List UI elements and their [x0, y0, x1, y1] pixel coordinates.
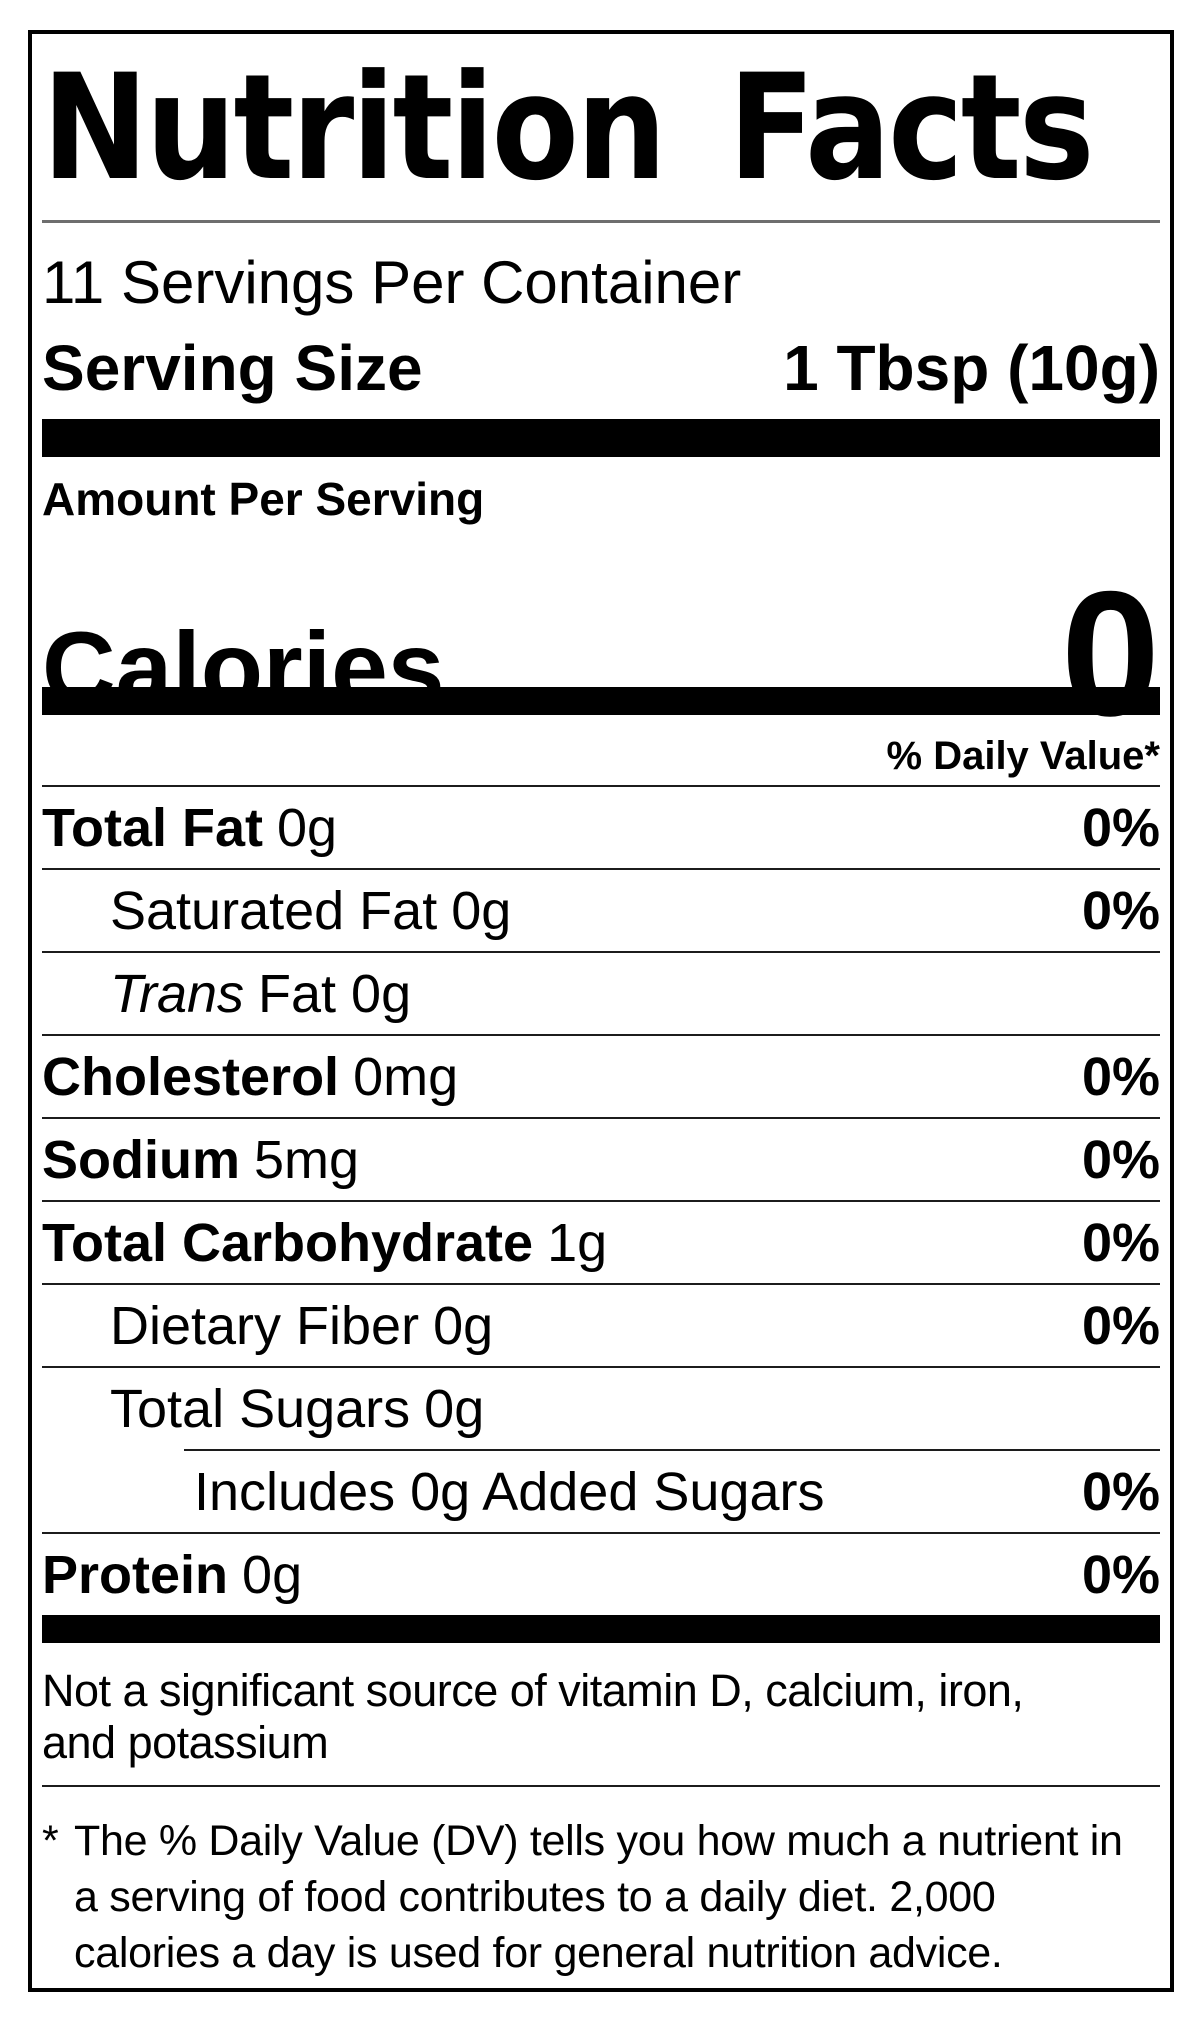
nutrient-row: Cholesterol 0mg 0% [42, 1034, 1160, 1117]
nutrient-row: Protein 0g 0% [42, 1532, 1160, 1615]
nutrient-name: Total Fat [42, 797, 263, 858]
nutrient-amount: 0g [451, 880, 512, 941]
nutrient-amount: Fat 0g [258, 963, 412, 1024]
nutrient-row: Total Sugars 0g [42, 1366, 1160, 1449]
calories-row: Calories 0 [42, 525, 1160, 743]
footnote-text: The % Daily Value (DV) tells you how muc… [74, 1817, 1123, 1977]
nutrition-label: Nutrition Facts 11 Servings Per Containe… [28, 30, 1174, 1992]
nutrient-dv: 0% [1081, 1295, 1160, 1356]
row-divider [184, 1449, 1160, 1451]
nutrient-name: Trans [110, 963, 245, 1024]
row-divider [42, 1117, 1160, 1119]
nutrient-amount: 0g [433, 1295, 494, 1356]
nutrient-table: Total Fat 0g 0% Saturated Fat 0g 0% Tran… [42, 785, 1160, 1615]
row-divider [42, 1034, 1160, 1036]
nutrient-dv: 0% [1081, 1544, 1160, 1605]
nutrient-name: Total Sugars [110, 1378, 411, 1439]
calories-label: Calories [42, 611, 445, 725]
row-divider [42, 951, 1160, 953]
servings-per-container: 11 Servings Per Container [42, 249, 742, 316]
nutrient-amount: 0g [242, 1544, 303, 1605]
row-divider [42, 1532, 1160, 1534]
insignificant-nutrients-note: Not a significant source of vitamin D, c… [42, 1665, 1024, 1768]
nutrient-dv: 0% [1081, 797, 1160, 858]
row-divider [42, 1366, 1160, 1368]
nutrient-row: Sodium 5mg 0% [42, 1117, 1160, 1200]
title-divider [42, 220, 1160, 223]
nutrient-name: Includes 0g Added Sugars [194, 1461, 825, 1522]
nutrient-amount: 1g [547, 1212, 608, 1273]
serving-size-label: Serving Size [42, 332, 423, 404]
nutrient-name: Sodium [42, 1129, 240, 1190]
nutrient-row: Trans Fat 0g [42, 951, 1160, 1034]
footnote-marker: * [42, 1817, 59, 1865]
nutrient-row: Total Fat 0g 0% [42, 785, 1160, 868]
nutrient-name: Total Carbohydrate [42, 1212, 534, 1273]
label-title: Nutrition Facts [42, 43, 1095, 213]
footnote-divider [42, 1785, 1160, 1787]
thick-bar-bottom [42, 1615, 1160, 1643]
thick-bar-top [42, 419, 1160, 457]
row-divider [42, 1200, 1160, 1202]
calories-value: 0 [1061, 554, 1160, 753]
serving-size-row: Serving Size 1 Tbsp (10g) [42, 327, 1160, 409]
nutrient-row: Total Carbohydrate 1g 0% [42, 1200, 1160, 1283]
row-divider [42, 785, 1160, 787]
nutrient-amount: 0g [276, 797, 338, 858]
nutrient-amount: 5mg [254, 1129, 360, 1190]
nutrient-row: Includes 0g Added Sugars 0% [42, 1449, 1160, 1532]
nutrient-dv: 0% [1081, 1129, 1160, 1190]
thick-bar-middle [42, 687, 1160, 715]
daily-value-header: % Daily Value* [886, 734, 1160, 778]
nutrient-row: Saturated Fat 0g 0% [42, 868, 1160, 951]
footnote: * The % Daily Value (DV) tells you how m… [42, 1813, 1160, 1981]
serving-size-value: 1 Tbsp (10g) [783, 332, 1160, 404]
nutrient-name: Dietary Fiber [110, 1295, 420, 1356]
amount-per-serving-label: Amount Per Serving [42, 473, 485, 525]
nutrient-amount: 0mg [353, 1046, 459, 1107]
nutrient-dv: 0% [1081, 1461, 1160, 1522]
nutrient-name: Cholesterol [42, 1046, 340, 1107]
nutrient-name: Protein [42, 1544, 229, 1605]
nutrient-name: Saturated Fat [110, 880, 438, 941]
row-divider [42, 1283, 1160, 1285]
nutrient-amount: 0g [424, 1378, 485, 1439]
nutrient-row: Dietary Fiber 0g 0% [42, 1283, 1160, 1366]
nutrient-dv: 0% [1081, 1046, 1160, 1107]
row-divider [42, 868, 1160, 870]
nutrient-dv: 0% [1081, 1212, 1160, 1273]
nutrient-dv: 0% [1081, 880, 1160, 941]
